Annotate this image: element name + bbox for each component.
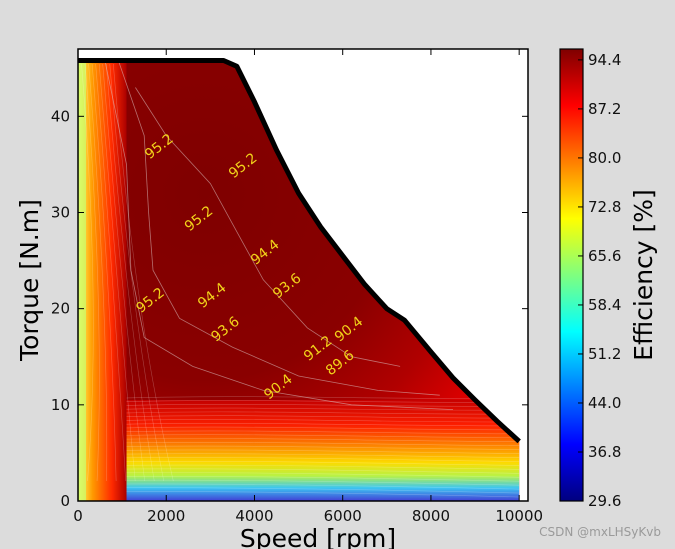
x-tick-label: 6000 [324, 507, 362, 525]
contour-line [126, 430, 520, 435]
colorbar-tick-label: 94.4 [588, 51, 621, 69]
contour-line [126, 464, 520, 470]
contour-line [126, 457, 520, 462]
y-tick-label: 20 [51, 300, 70, 318]
colorbar-ticks: 29.6 36.8 44.0 51.2 58.4 65.6 72.8 80.0 87.2 94.4 [578, 51, 621, 510]
x-tick-label: 4000 [235, 507, 273, 525]
max-torque-curve [78, 58, 521, 444]
colorbar-tick-label: 44.0 [588, 394, 621, 412]
colorbar-tick-label: 72.8 [588, 198, 621, 216]
contour-line [126, 407, 520, 411]
contour-line [126, 491, 520, 498]
heat-low-torque-band [122, 400, 520, 501]
efficiency-contours [81, 60, 520, 498]
x-axis-title: Speed [rpm] [240, 524, 396, 549]
plot-frame [77, 48, 529, 502]
contour-line [126, 449, 520, 454]
contour-line [126, 441, 520, 447]
contour-line [81, 63, 94, 482]
contour-line [117, 60, 440, 396]
contour-line [126, 419, 520, 423]
contour-line [126, 400, 520, 403]
y-tick-label: 30 [51, 203, 70, 221]
contour-line [105, 63, 155, 482]
colorbar-tick-label: 58.4 [588, 296, 621, 314]
x-tick-label: 2000 [147, 507, 185, 525]
y-tick-label: 0 [60, 492, 70, 510]
contour-line [126, 445, 520, 451]
x-tick-label: 8000 [412, 507, 450, 525]
contour-line [126, 479, 520, 486]
contour-line [126, 483, 520, 490]
colorbar-tick-label: 36.8 [588, 443, 621, 461]
colorbar-tick-label: 51.2 [588, 345, 621, 363]
contour-line [109, 63, 165, 482]
contour-line [126, 472, 520, 478]
x-tick-label: 10000 [495, 507, 543, 525]
contour-line [126, 434, 520, 439]
x-tick-label: 0 [73, 507, 83, 525]
contour-line [126, 426, 520, 431]
contour-line [126, 468, 520, 474]
contour-line [95, 63, 126, 482]
x-axis-ticks: 0 2000 4000 6000 8000 10000 [73, 49, 543, 525]
contour-line [126, 415, 520, 419]
y-tick-label: 40 [51, 107, 70, 125]
colorbar-tick-label: 65.6 [588, 247, 621, 265]
y-axis-ticks: 0 10 20 30 40 [51, 107, 528, 510]
contour-line [126, 411, 520, 415]
colorbar-tick-label: 87.2 [588, 100, 621, 118]
contour-line [91, 63, 117, 482]
contour-line [126, 487, 520, 494]
contour-line [126, 422, 520, 427]
contour-line [126, 460, 520, 466]
colorbar [559, 48, 584, 502]
contour-line [102, 63, 146, 482]
watermark: CSDN @mxLHSyKvb [539, 525, 661, 539]
contour-line [88, 63, 108, 482]
contour-line [135, 87, 401, 367]
contour-line [104, 60, 454, 410]
colorbar-title: Efficiency [%] [629, 189, 658, 361]
contour-line [126, 476, 520, 482]
heat-edge-band [78, 60, 86, 501]
contour-line [84, 63, 100, 482]
contour-line [126, 438, 520, 443]
contour-line [126, 453, 520, 458]
y-tick-label: 10 [51, 396, 70, 414]
contour-line [98, 63, 136, 482]
y-axis-title: Torque [N.m] [15, 199, 44, 362]
contour-line [126, 403, 520, 407]
colorbar-tick-label: 80.0 [588, 149, 621, 167]
colorbar-tick-label: 29.6 [588, 492, 621, 510]
heat-low-speed-band [78, 60, 127, 501]
